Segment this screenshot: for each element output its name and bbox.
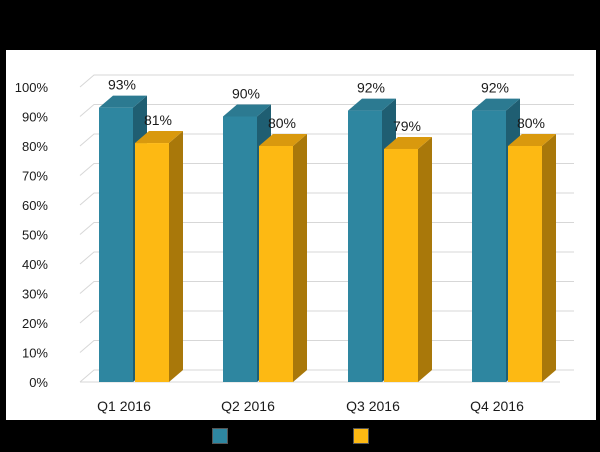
x-tick-label: Q2 2016 <box>221 398 275 414</box>
bar-top <box>472 98 520 111</box>
y-tick-label: 70% <box>22 169 48 184</box>
bar-top <box>348 98 396 111</box>
bar-top <box>223 104 271 117</box>
data-label: 92% <box>357 80 385 96</box>
bar-side <box>542 134 556 382</box>
title-band <box>6 0 596 48</box>
legend <box>6 420 596 452</box>
y-tick-label: 90% <box>22 110 48 125</box>
data-label: 81% <box>144 112 172 128</box>
bar <box>135 143 169 382</box>
x-tick-label: Q4 2016 <box>470 398 524 414</box>
data-label: 92% <box>481 80 509 96</box>
bar <box>223 116 257 382</box>
bar-top <box>135 131 183 144</box>
data-label: 80% <box>517 115 545 131</box>
bar-top <box>259 134 307 146</box>
gridline <box>79 104 574 117</box>
bar-top <box>99 95 147 108</box>
y-tick-label: 20% <box>22 316 48 331</box>
bar-side <box>293 134 307 382</box>
bar <box>259 146 293 382</box>
y-tick-label: 80% <box>22 139 48 154</box>
gridline <box>79 74 574 88</box>
bar-top <box>384 136 432 149</box>
y-tick-label: 100% <box>15 80 49 95</box>
bar <box>472 110 506 382</box>
gridline <box>79 133 574 147</box>
bar <box>348 110 382 382</box>
bar-top <box>508 134 556 146</box>
bar <box>384 148 418 382</box>
data-label: 90% <box>232 86 260 102</box>
y-tick-label: 0% <box>29 375 48 390</box>
data-label: 79% <box>393 118 421 134</box>
bar <box>508 146 542 382</box>
x-tick-label: Q1 2016 <box>97 398 151 414</box>
y-tick-label: 30% <box>22 287 48 302</box>
bar-side <box>169 131 183 382</box>
bar <box>99 107 133 383</box>
data-label: 80% <box>268 115 296 131</box>
bar-side <box>418 136 432 382</box>
y-tick-label: 60% <box>22 198 48 213</box>
y-tick-label: 10% <box>22 346 48 361</box>
y-tick-label: 50% <box>22 228 48 243</box>
x-tick-label: Q3 2016 <box>346 398 400 414</box>
legend-swatch-series-1 <box>212 428 228 444</box>
legend-swatch-series-2 <box>353 428 369 444</box>
y-tick-label: 40% <box>22 257 48 272</box>
data-label: 93% <box>108 77 136 93</box>
